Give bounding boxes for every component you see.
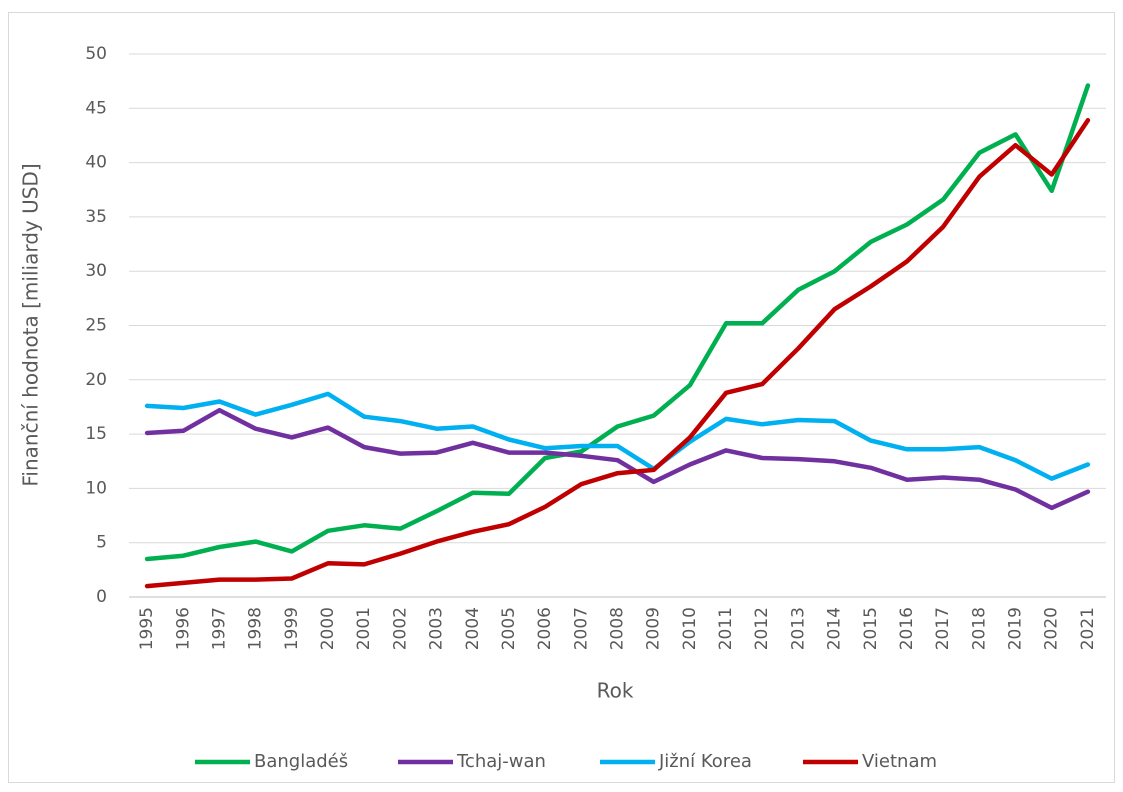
y-tick-label: 0 <box>96 587 107 607</box>
y-axis-title: Finanční hodnota [miliardy USD] <box>19 163 43 486</box>
x-tick-label: 2014 <box>825 607 845 650</box>
y-tick-label: 10 <box>85 478 107 498</box>
legend-label: Jižní Korea <box>658 751 752 772</box>
y-tick-label: 30 <box>85 261 107 281</box>
x-tick-label: 2018 <box>969 607 989 650</box>
y-tick-label: 45 <box>85 98 107 118</box>
x-tick-label: 2019 <box>1006 607 1026 650</box>
x-tick-label: 2015 <box>861 607 881 650</box>
x-tick-label: 2008 <box>608 607 628 650</box>
x-tick-label: 2000 <box>318 607 338 650</box>
x-tick-label: 2021 <box>1078 607 1098 650</box>
x-axis-title: Rok <box>597 679 634 703</box>
legend-label: Tchaj-wan <box>456 751 546 772</box>
x-tick-label: 2003 <box>427 607 447 650</box>
chart-border <box>8 12 1115 783</box>
x-tick-label: 2009 <box>644 607 664 650</box>
series-line <box>144 83 1091 562</box>
legend-label: Vietnam <box>862 751 937 772</box>
y-tick-label: 25 <box>85 316 107 336</box>
y-tick-label: 5 <box>96 533 107 553</box>
y-tick-label: 15 <box>85 424 107 444</box>
x-tick-label: 2004 <box>463 607 483 650</box>
y-tick-label: 40 <box>85 153 107 173</box>
x-tick-label: 2013 <box>788 607 808 650</box>
series-line <box>144 117 1091 589</box>
y-tick-label: 50 <box>85 44 107 64</box>
x-tick-label: 1998 <box>246 607 266 650</box>
series-line <box>144 407 1091 511</box>
x-tick-label: 2010 <box>680 607 700 650</box>
x-tick-label: 2011 <box>716 607 736 650</box>
x-tick-label: 2016 <box>897 607 917 650</box>
x-tick-label: 2005 <box>499 607 519 650</box>
series-line <box>144 391 1091 481</box>
y-tick-label: 35 <box>85 207 107 227</box>
x-tick-label: 2012 <box>752 607 772 650</box>
x-tick-label: 1996 <box>173 607 193 650</box>
x-tick-label: 2001 <box>354 607 374 650</box>
x-tick-label: 2017 <box>933 607 953 650</box>
x-tick-label: 2020 <box>1042 607 1062 650</box>
x-tick-label: 2007 <box>571 607 591 650</box>
x-tick-label: 1999 <box>282 607 302 650</box>
x-tick-label: 1997 <box>209 607 229 650</box>
x-tick-label: 1995 <box>137 607 157 650</box>
x-tick-label: 2006 <box>535 607 555 650</box>
x-tick-label: 2002 <box>390 607 410 650</box>
legend-label: Bangladéš <box>254 751 348 772</box>
y-tick-label: 20 <box>85 370 107 390</box>
